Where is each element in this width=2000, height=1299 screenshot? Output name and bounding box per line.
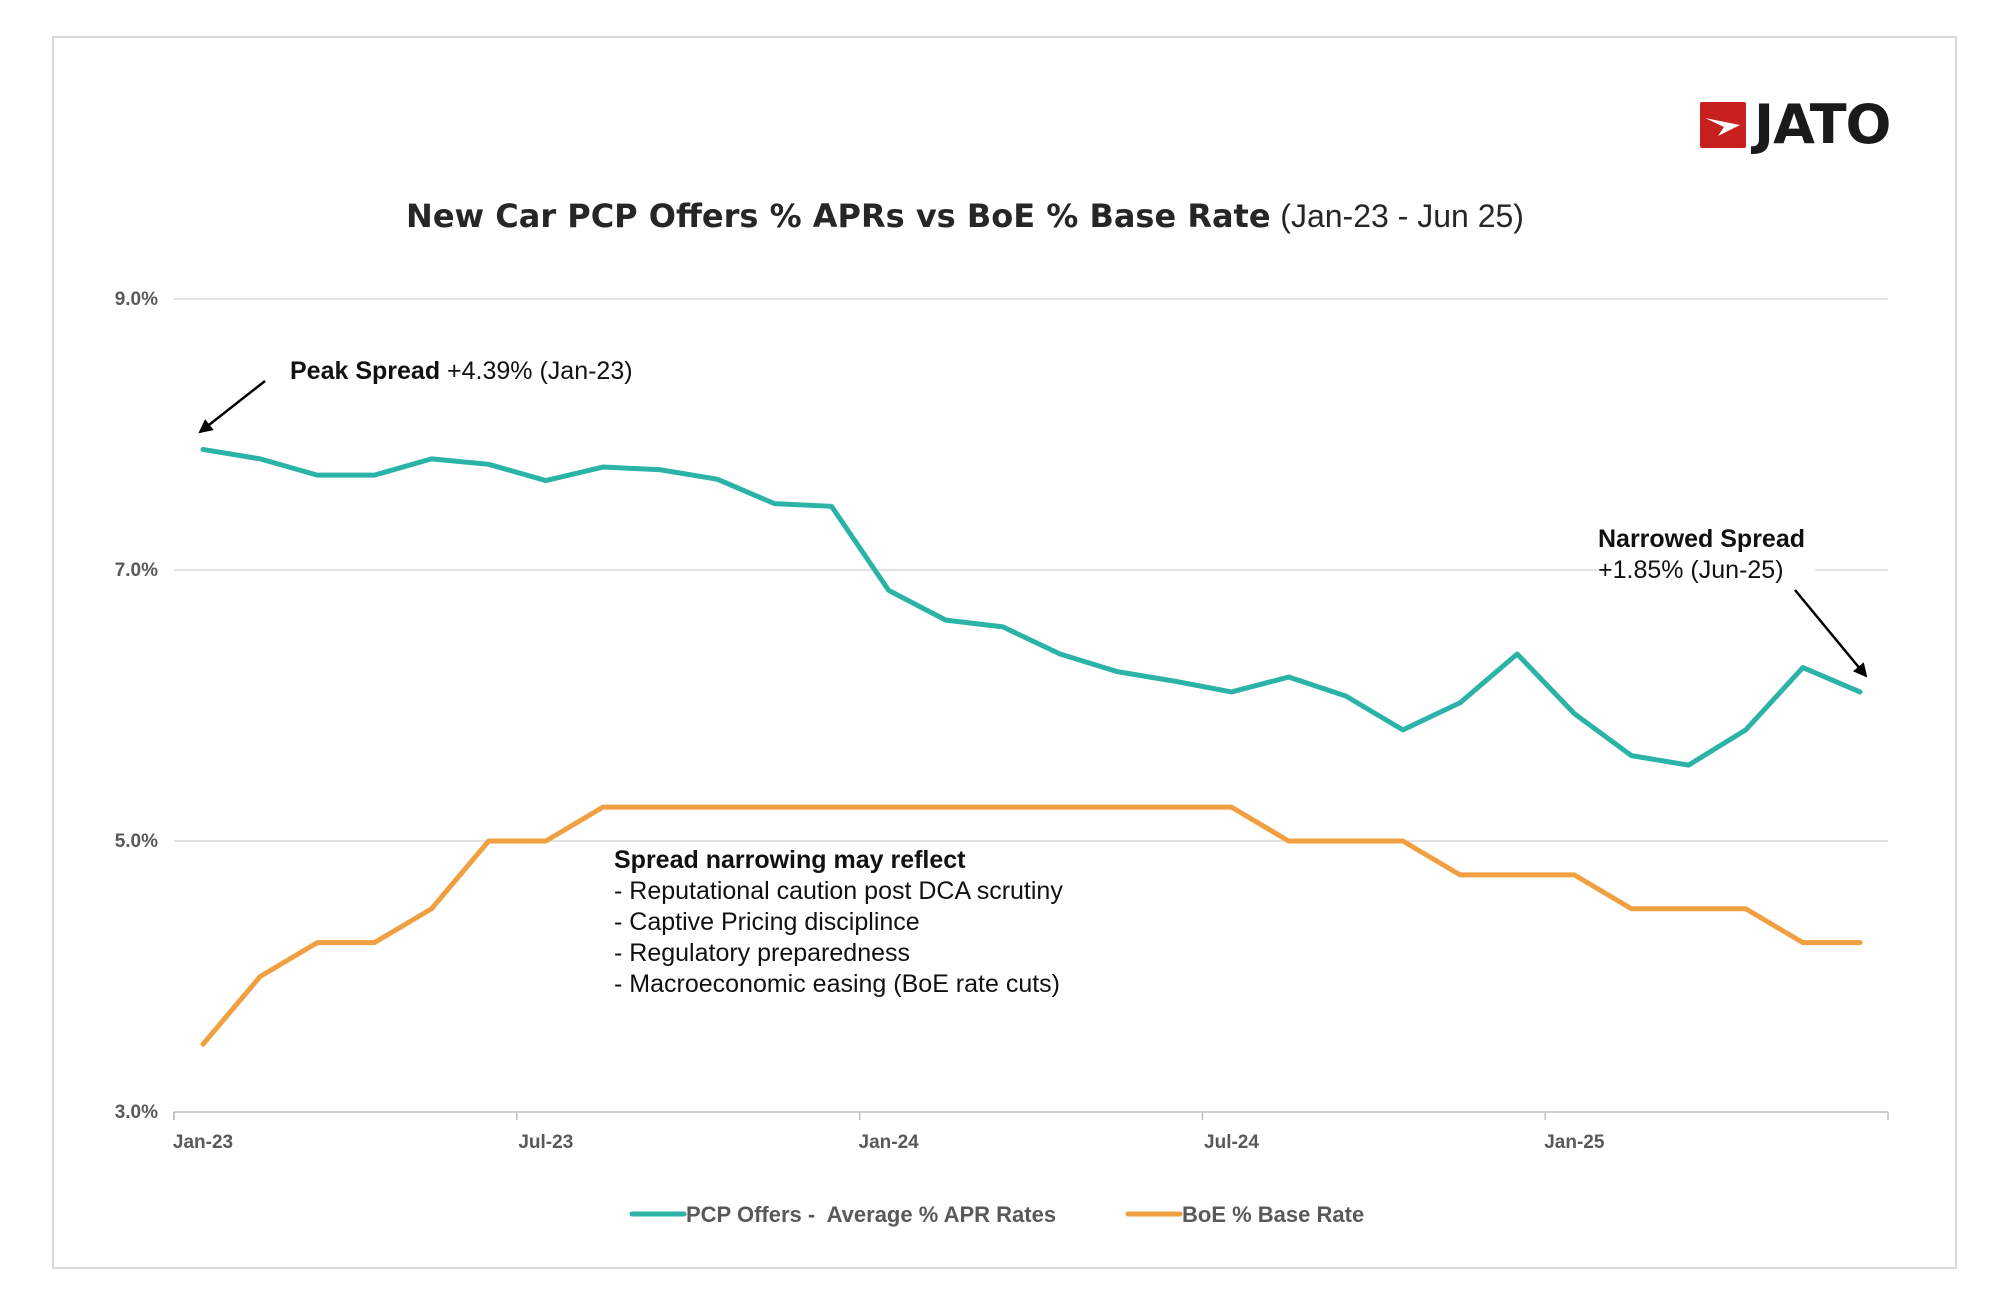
- spread-note: Spread narrowing may reflect - Reputatio…: [614, 845, 1063, 1000]
- legend-label: PCP Offers - Average % APR Rates: [686, 1202, 1056, 1227]
- spread-note-line: - Reputational caution post DCA scrutiny: [614, 877, 1063, 905]
- chart-frame: [52, 36, 1957, 1269]
- y-tick-label: 9.0%: [115, 289, 158, 310]
- narrowed-spread-arrow: [1794, 589, 1868, 678]
- logo-text: JATO: [1754, 93, 1891, 156]
- narrowed-spread-value: +1.85% (Jun-25): [1598, 556, 1784, 584]
- x-tick-label: Jan-25: [1544, 1132, 1605, 1153]
- spread-note-line: - Regulatory preparedness: [614, 939, 910, 967]
- y-tick-label: 7.0%: [115, 560, 158, 581]
- y-tick-label: 5.0%: [115, 831, 158, 852]
- jato-arrow-icon: [1700, 102, 1746, 148]
- peak-spread-arrow: [198, 380, 266, 434]
- narrowed-spread-annotation: Narrowed Spread +1.85% (Jun-25): [1598, 524, 1816, 586]
- legend-label: BoE % Base Rate: [1182, 1202, 1364, 1227]
- boe-base-rate-series-line: [200, 804, 1863, 1047]
- pcp-apr-series-line: [200, 446, 1863, 768]
- x-tick-label: Jul-23: [518, 1132, 573, 1153]
- chart-subtitle: (Jan-23 - Jun 25): [1280, 198, 1524, 234]
- chart-title-block: New Car PCP Offers % APRs vs BoE % Base …: [0, 196, 1930, 236]
- spread-note-heading: Spread narrowing may reflect: [614, 846, 966, 874]
- x-tick-label: Jul-24: [1204, 1132, 1259, 1153]
- y-tick-label: 3.0%: [115, 1102, 158, 1123]
- chart-title: New Car PCP Offers % APRs vs BoE % Base …: [406, 197, 1271, 235]
- narrowed-spread-label: Narrowed Spread: [1598, 525, 1806, 553]
- peak-spread-label: Peak Spread: [290, 357, 441, 385]
- spread-note-line: - Captive Pricing disciplince: [614, 908, 920, 936]
- x-tick-label: Jan-24: [859, 1132, 920, 1153]
- jato-logo: JATO: [1700, 93, 1891, 156]
- peak-spread-annotation: Peak Spread +4.39% (Jan-23): [290, 356, 633, 387]
- spread-note-line: - Macroeconomic easing (BoE rate cuts): [614, 970, 1061, 998]
- peak-spread-value: +4.39% (Jan-23): [447, 357, 633, 385]
- x-tick-label: Jan-23: [173, 1132, 233, 1153]
